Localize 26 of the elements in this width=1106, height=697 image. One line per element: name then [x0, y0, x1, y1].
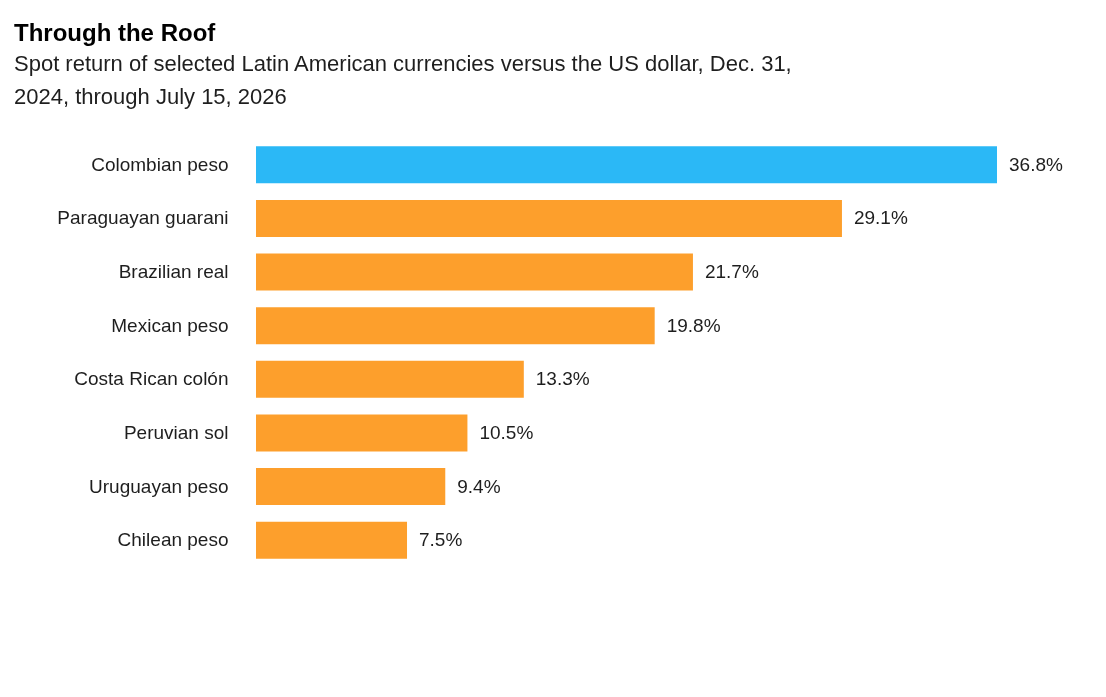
bar: [256, 360, 524, 398]
data-label: 9.4%: [457, 475, 501, 497]
y-tick-label: Peruvian sol: [123, 421, 229, 443]
y-tick-label: Mexican peso: [111, 314, 229, 336]
y-tick-label: Paraguayan guarani: [57, 207, 229, 229]
bar: [256, 199, 842, 237]
bar: [256, 253, 693, 291]
y-tick-label: Colombian peso: [91, 153, 229, 175]
data-label: 19.8%: [666, 314, 721, 336]
data-label: 36.8%: [1009, 153, 1063, 175]
bar: [256, 521, 408, 559]
y-tick-label: Brazilian real: [118, 261, 229, 283]
bar: [256, 307, 655, 345]
y-tick-label: Chilean peso: [117, 529, 229, 551]
chart-subtitle: Spot return of selected Latin American currencies versus the US dollar, Dec. 31, 2024, through July 15, 2026: [14, 51, 792, 109]
y-tick-label: Costa Rican colón: [74, 368, 229, 390]
y-tick-label: Uruguayan peso: [89, 475, 229, 497]
data-label: 7.5%: [419, 529, 463, 551]
data-label: 21.7%: [704, 261, 759, 283]
bar: [256, 468, 446, 506]
data-label: 13.3%: [535, 368, 590, 390]
bar: [256, 146, 997, 184]
data-label: 10.5%: [479, 421, 534, 443]
bar: [256, 414, 468, 452]
chart-title: Through the Roof: [14, 19, 217, 46]
data-label: 29.1%: [853, 207, 908, 229]
